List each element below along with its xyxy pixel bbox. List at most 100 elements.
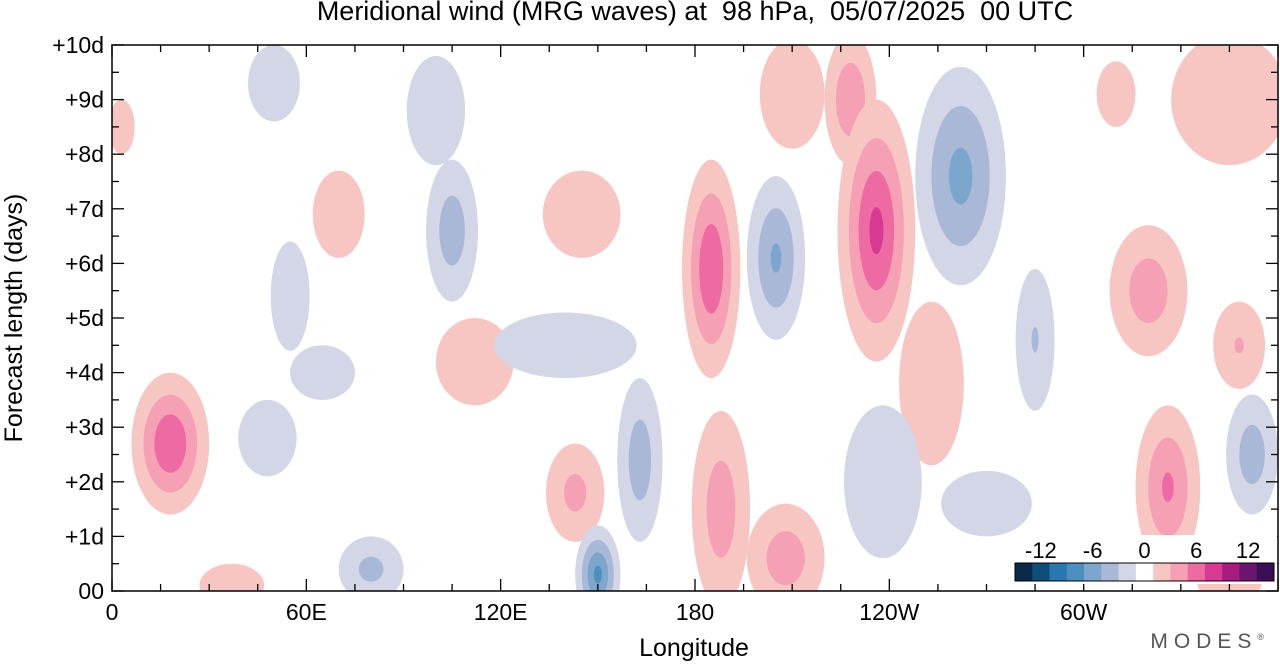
y-tick-label: +1d [65, 523, 104, 549]
wind-anomaly [915, 66, 1006, 286]
contour-level [312, 170, 365, 258]
y-axis: 00 +1d +2d +3d +4d +5d +6d +7d +8d +9d +10d [52, 32, 1278, 604]
wind-anomaly [546, 443, 605, 542]
brand-logo: MODES® [1150, 630, 1264, 653]
y-axis-title: Forecast length (days) [0, 194, 28, 443]
wind-anomaly [899, 301, 964, 466]
y-tick-label: +7d [65, 196, 104, 222]
wind-anomaly [112, 99, 135, 155]
wind-anomaly [837, 99, 916, 362]
wind-field [112, 45, 1278, 591]
y-tick-label: +4d [65, 360, 104, 386]
wind-anomaly [691, 410, 751, 591]
x-tick-label: 120W [859, 599, 919, 625]
wind-anomaly [312, 170, 365, 258]
colorbar-swatch [1049, 563, 1068, 581]
colorbar-label: -6 [1083, 538, 1103, 563]
x-tick-label: 180 [676, 599, 714, 625]
wind-anomaly [1226, 394, 1278, 515]
contour-level [593, 565, 602, 584]
colorbar-swatch [1256, 563, 1275, 581]
colorbar-swatch [1118, 563, 1137, 581]
contour-level [154, 414, 187, 473]
contour-level [770, 243, 782, 273]
wind-anomaly [238, 399, 297, 477]
y-tick-label: +2d [65, 469, 104, 495]
wind-anomaly [1096, 61, 1136, 127]
wind-anomaly [1015, 268, 1055, 411]
x-axis-title: Longitude [639, 634, 749, 662]
colorbar-swatch [1101, 563, 1119, 581]
colorbar-label: -12 [1025, 538, 1057, 563]
colorbar: -12 -6 0 6 12 [1012, 535, 1277, 584]
contour-level [542, 170, 621, 258]
x-tick-label: 120E [474, 599, 528, 625]
contour-level [199, 563, 265, 591]
y-tick-label: 00 [78, 578, 104, 604]
contour-level [1239, 424, 1265, 485]
colorbar-swatch [1222, 563, 1240, 581]
x-tick-label: 60W [1060, 599, 1108, 625]
contour-level [238, 399, 297, 477]
contour-level [112, 99, 135, 155]
chart-title: Meridional wind (MRG waves) at 98 hPa, 0… [316, 0, 1074, 26]
wind-anomaly [941, 470, 1032, 537]
colorbar-swatch [1204, 563, 1223, 581]
contour-level [699, 223, 724, 314]
wind-anomaly [406, 55, 466, 166]
colorbar-swatch [1084, 563, 1102, 581]
x-tick-label: 0 [106, 599, 119, 625]
wind-anomaly [1135, 405, 1201, 570]
y-tick-label: +9d [65, 87, 104, 113]
y-tick-label: +3d [65, 414, 104, 440]
colorbar-swatch [1187, 563, 1206, 581]
colorbar-swatch [1153, 563, 1171, 581]
wind-anomaly [1213, 301, 1266, 389]
y-tick-label: +8d [65, 141, 104, 167]
x-axis: 0 60E 120E 180 120W 60W [106, 45, 1279, 625]
wind-anomaly [575, 525, 621, 591]
contour-level [1096, 61, 1136, 127]
contour-level [564, 473, 587, 512]
x-tick-label: 60E [286, 599, 327, 625]
contour-level [899, 301, 964, 466]
colorbar-swatch [1239, 563, 1258, 581]
wind-anomaly [435, 318, 514, 406]
wind-anomaly [617, 378, 663, 542]
colorbar-swatch [1066, 563, 1085, 581]
contour-level [1171, 45, 1278, 166]
colorbar-label: 6 [1190, 538, 1202, 563]
colorbar-label: 12 [1236, 538, 1260, 563]
contour-level [439, 195, 465, 266]
wind-anomaly [494, 312, 637, 379]
colorbar-swatch [1032, 563, 1050, 581]
colorbar-swatch [1170, 563, 1189, 581]
wind-anomaly [338, 536, 404, 591]
colorbar-frame [1014, 562, 1275, 582]
contour-level [290, 345, 355, 400]
y-tick-label: +6d [65, 250, 104, 276]
wind-anomaly [746, 176, 806, 340]
y-tick-label: +5d [65, 305, 104, 331]
contour-level [358, 556, 384, 582]
contour-level [1129, 258, 1168, 324]
wind-anomaly [843, 405, 922, 559]
contour-level [270, 241, 310, 351]
wind-anomaly [1171, 45, 1278, 166]
contour-level [706, 460, 736, 558]
wind-anomaly [426, 159, 478, 302]
wind-anomaly [682, 159, 741, 379]
contour-level [948, 147, 973, 205]
wind-anomaly [1109, 225, 1188, 357]
contour-level [1031, 327, 1039, 353]
contour-level [1162, 472, 1174, 503]
contour-level [766, 531, 805, 586]
wind-anomaly [290, 345, 355, 400]
contour-level [628, 419, 652, 501]
wind-anomaly [199, 563, 265, 591]
wind-anomaly [131, 372, 210, 515]
colorbar-swatch [1135, 563, 1154, 581]
contour-level [494, 312, 637, 379]
wind-anomaly [270, 241, 310, 351]
